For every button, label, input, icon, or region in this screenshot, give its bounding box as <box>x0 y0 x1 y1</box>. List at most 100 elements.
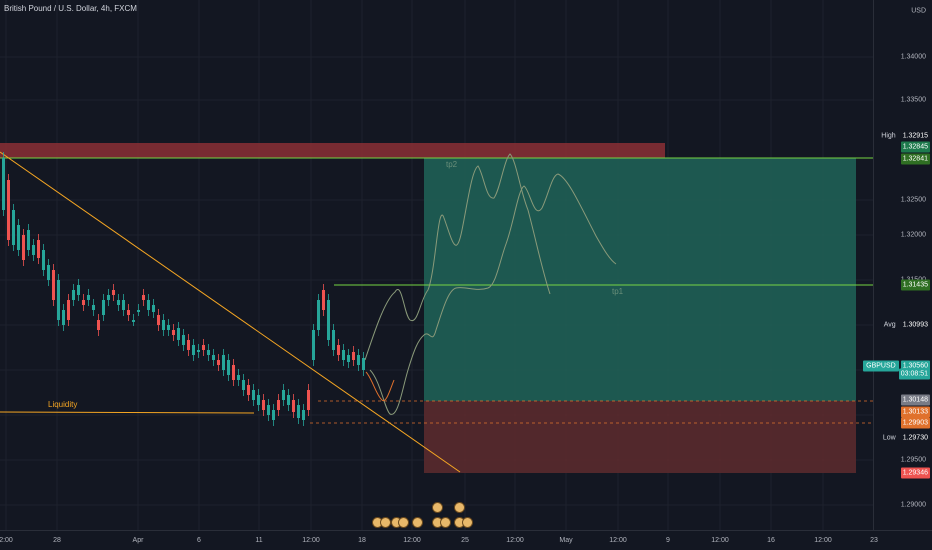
liquidity-tag-value: 1.29903 <box>900 417 930 429</box>
projection-path-3 <box>365 371 395 402</box>
avg-tag-value: 1.30993 <box>900 319 930 331</box>
candle-body <box>237 375 240 380</box>
candle-body <box>137 310 140 312</box>
candle-body <box>217 360 220 365</box>
candle-body <box>357 355 360 365</box>
event-marker[interactable] <box>380 517 391 528</box>
time-tick: May <box>559 537 573 544</box>
candle-body <box>297 405 300 418</box>
event-marker[interactable] <box>412 517 423 528</box>
candle-body <box>292 400 295 412</box>
candle-body <box>2 158 5 210</box>
candle-body <box>182 335 185 345</box>
candle-body <box>187 340 190 350</box>
candle-body <box>342 350 345 360</box>
low-tag-label: Low <box>879 432 899 444</box>
candle-body <box>42 250 45 270</box>
candle-body <box>132 320 135 322</box>
order-tag-value: 1.30133 <box>900 406 930 418</box>
resistance-zone[interactable] <box>0 143 665 158</box>
time-tick: 23 <box>870 537 878 544</box>
countdown-tag[interactable]: 03:08:51 <box>898 368 930 380</box>
trendline[interactable] <box>0 151 461 473</box>
high-tag-value: 1.32915 <box>900 130 930 142</box>
candle-body <box>192 345 195 355</box>
candle-body <box>197 350 200 352</box>
event-marker[interactable] <box>432 502 443 513</box>
candle-body <box>207 350 210 355</box>
price-axis[interactable]: USD 1.340001.335001.325001.320001.315001… <box>863 0 932 530</box>
event-marker[interactable] <box>398 517 409 528</box>
tp2-tag[interactable]: 1.32845 <box>900 141 930 153</box>
candle-body <box>62 310 65 325</box>
chart-title: British Pound / U.S. Dollar, 4h, FXCM <box>4 4 137 13</box>
time-tick: 12:00 <box>403 537 421 544</box>
entry-tag[interactable]: 1.30148 <box>900 394 930 406</box>
tp2-line-tag-value: 1.32841 <box>900 153 930 165</box>
entry-tag-value: 1.30148 <box>900 394 930 406</box>
liquidity-label[interactable]: Liquidity <box>48 400 78 409</box>
time-tick: 28 <box>53 537 61 544</box>
candle-body <box>257 395 260 405</box>
candle-body <box>97 320 100 330</box>
stop-tag-value: 1.29346 <box>900 467 930 479</box>
time-tick: 6 <box>197 537 201 544</box>
price-tick: 1.32500 <box>900 196 926 204</box>
countdown-tag-value: 03:08:51 <box>898 368 930 380</box>
candle-body <box>117 300 120 305</box>
candle-body <box>332 330 335 350</box>
liquidity-line[interactable] <box>0 411 255 414</box>
event-marker[interactable] <box>462 517 473 528</box>
candle-body <box>47 265 50 280</box>
candle-body <box>12 210 15 245</box>
candle-body <box>107 295 110 300</box>
candle-body <box>82 300 85 305</box>
candle-body <box>202 345 205 350</box>
candle-body <box>142 295 145 300</box>
candle-body <box>307 390 310 410</box>
avg-tag[interactable]: Avg 1.30993 <box>880 319 930 331</box>
loss-zone[interactable] <box>424 401 856 473</box>
candle-body <box>157 315 160 325</box>
price-chart[interactable] <box>0 0 873 530</box>
stop-tag[interactable]: 1.29346 <box>900 467 930 479</box>
chart-area[interactable]: British Pound / U.S. Dollar, 4h, FXCM Li… <box>0 0 873 530</box>
avg-tag-label: Avg <box>880 319 899 331</box>
tp1-tag[interactable]: 1.31435 <box>900 279 930 291</box>
price-tick: 1.33500 <box>900 96 926 104</box>
candle-body <box>247 385 250 395</box>
event-marker[interactable] <box>440 517 451 528</box>
currency-label[interactable]: USD <box>911 7 926 15</box>
event-marker[interactable] <box>454 502 465 513</box>
high-tag-label: High <box>878 130 899 142</box>
symbol-tag[interactable]: GBPUSD 1.30560 <box>863 360 930 372</box>
tp1-label[interactable]: tp1 <box>612 287 624 296</box>
candle-body <box>17 225 20 250</box>
price-tick: 1.29500 <box>900 456 926 464</box>
profit-zone[interactable] <box>424 158 856 401</box>
candle-body <box>337 345 340 355</box>
time-tick: 2:00 <box>0 537 13 544</box>
tp2-label[interactable]: tp2 <box>446 160 458 169</box>
price-tick: 1.32000 <box>900 231 926 239</box>
candle-body <box>317 300 320 330</box>
time-tick: 11 <box>255 537 263 544</box>
time-tick: 12:00 <box>506 537 524 544</box>
candle-body <box>262 400 265 410</box>
candle-body <box>22 235 25 260</box>
candle-body <box>352 352 355 360</box>
candle-body <box>172 330 175 335</box>
time-tick: 18 <box>358 537 366 544</box>
liquidity-tag[interactable]: 1.29903 <box>900 417 930 429</box>
candle-body <box>27 230 30 250</box>
candle-body <box>162 320 165 330</box>
time-axis[interactable]: 2:00 28 Apr 6 11 12:00 18 12:00 25 12:00 May 12:00 9… <box>0 530 932 550</box>
tp2-line-tag[interactable]: 1.32841 <box>900 153 930 165</box>
tp2-tag-value: 1.32845 <box>900 141 930 153</box>
candle-body <box>322 290 325 310</box>
order-tag[interactable]: 1.30133 <box>900 406 930 418</box>
high-tag[interactable]: High 1.32915 <box>878 130 930 142</box>
candle-body <box>92 305 95 310</box>
low-tag[interactable]: Low 1.29730 <box>879 432 930 444</box>
candle-body <box>347 355 350 362</box>
